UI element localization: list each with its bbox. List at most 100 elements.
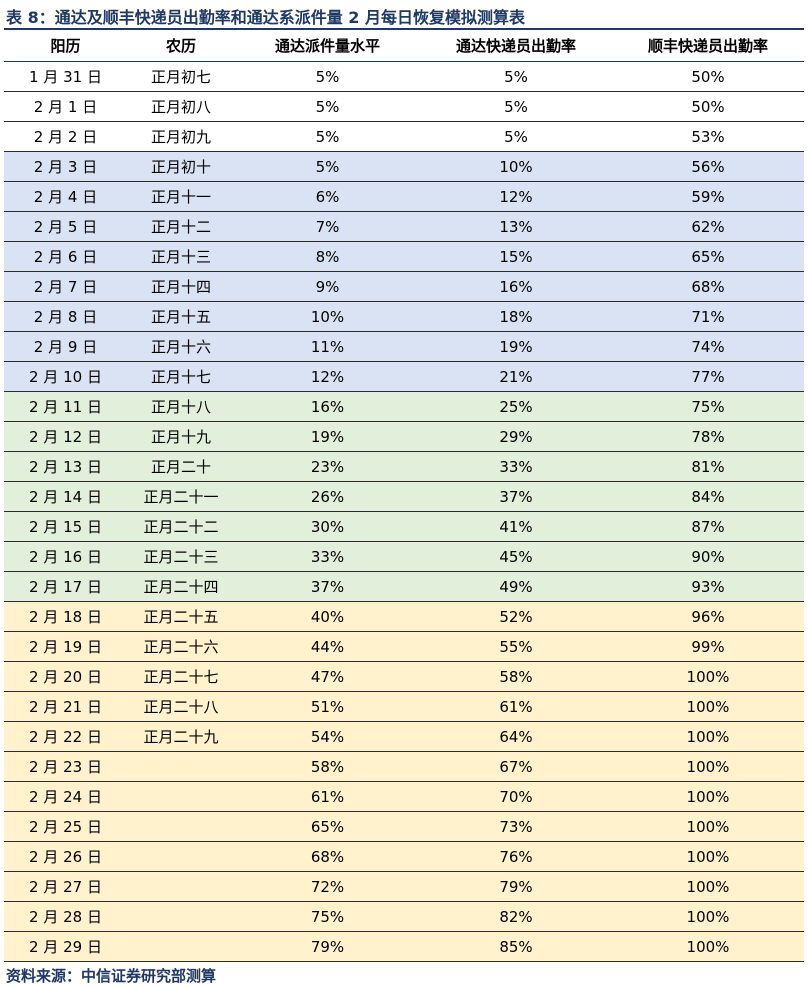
cell-lunar-date: 正月十二 (127, 211, 235, 242)
cell-solar-date: 2 月 4 日 (4, 181, 127, 212)
cell-sf-attendance: 56% (612, 151, 804, 182)
cell-lunar-date: 正月二十 (127, 451, 235, 482)
table-title: 表 8：通达及顺丰快递员出勤率和通达系派件量 2 月每日恢复模拟测算表 (6, 8, 525, 27)
cell-lunar-date: 正月二十三 (127, 541, 235, 572)
cell-lunar-date: 正月二十四 (127, 571, 235, 602)
cell-sf-attendance: 71% (612, 301, 804, 332)
table-row: 2 月 1 日正月初八 5% 5% 50% (4, 91, 804, 122)
cell-tongda-attendance: 64% (420, 721, 612, 752)
cell-tongda-attendance: 45% (420, 541, 612, 572)
cell-solar-date: 2 月 5 日 (4, 211, 127, 242)
cell-lunar-date (127, 781, 235, 812)
cell-solar-date: 2 月 1 日 (4, 91, 127, 122)
cell-tongda-attendance: 49% (420, 571, 612, 602)
cell-tongda-attendance: 37% (420, 481, 612, 512)
table-row: 2 月 29 日 79% 85% 100% (4, 931, 804, 962)
cell-lunar-date: 正月二十八 (127, 691, 235, 722)
cell-sf-attendance: 87% (612, 511, 804, 542)
cell-tongda-volume: 7% (235, 211, 420, 242)
cell-tongda-attendance: 12% (420, 181, 612, 212)
table-row: 2 月 16 日正月二十三 33% 45% 90% (4, 541, 804, 572)
cell-tongda-volume: 54% (235, 721, 420, 752)
cell-tongda-attendance: 10% (420, 151, 612, 182)
cell-solar-date: 2 月 12 日 (4, 421, 127, 452)
cell-lunar-date: 正月十八 (127, 391, 235, 422)
source-note: 资料来源：中信证券研究部测算 (6, 967, 217, 985)
cell-tongda-attendance: 5% (420, 91, 612, 122)
cell-solar-date: 2 月 19 日 (4, 631, 127, 662)
cell-solar-date: 2 月 26 日 (4, 841, 127, 872)
cell-solar-date: 2 月 11 日 (4, 391, 127, 422)
cell-lunar-date: 正月十四 (127, 271, 235, 302)
cell-sf-attendance: 100% (612, 691, 804, 722)
table-row: 2 月 24 日 61% 70% 100% (4, 781, 804, 812)
table-row: 2 月 25 日 65% 73% 100% (4, 811, 804, 842)
cell-sf-attendance: 100% (612, 811, 804, 842)
cell-solar-date: 2 月 22 日 (4, 721, 127, 752)
cell-solar-date: 2 月 17 日 (4, 571, 127, 602)
cell-solar-date: 2 月 25 日 (4, 811, 127, 842)
cell-tongda-attendance: 29% (420, 421, 612, 452)
cell-solar-date: 2 月 14 日 (4, 481, 127, 512)
cell-tongda-attendance: 70% (420, 781, 612, 812)
cell-sf-attendance: 84% (612, 481, 804, 512)
cell-sf-attendance: 50% (612, 91, 804, 122)
cell-sf-attendance: 100% (612, 721, 804, 752)
cell-solar-date: 2 月 6 日 (4, 241, 127, 272)
cell-lunar-date: 正月十三 (127, 241, 235, 272)
cell-tongda-attendance: 67% (420, 751, 612, 782)
cell-lunar-date (127, 841, 235, 872)
cell-sf-attendance: 100% (612, 781, 804, 812)
cell-tongda-volume: 19% (235, 421, 420, 452)
cell-lunar-date: 正月十七 (127, 361, 235, 392)
cell-lunar-date: 正月十一 (127, 181, 235, 212)
table-body: 1 月 31 日正月初七 5% 5% 50% 2 月 1 日正月初八 5% 5% 50% 2 月… (4, 61, 804, 962)
cell-tongda-attendance: 41% (420, 511, 612, 542)
cell-tongda-attendance: 61% (420, 691, 612, 722)
cell-tongda-attendance: 13% (420, 211, 612, 242)
table-row: 2 月 6 日正月十三 8% 15% 65% (4, 241, 804, 272)
table-row: 2 月 20 日正月二十七 47% 58% 100% (4, 661, 804, 692)
table-row: 2 月 15 日正月二十二 30% 41% 87% (4, 511, 804, 542)
cell-tongda-volume: 5% (235, 91, 420, 122)
cell-solar-date: 2 月 8 日 (4, 301, 127, 332)
cell-solar-date: 2 月 23 日 (4, 751, 127, 782)
header-sf-attendance: 顺丰快递员出勤率 (612, 30, 804, 62)
cell-sf-attendance: 99% (612, 631, 804, 662)
cell-tongda-attendance: 33% (420, 451, 612, 482)
cell-tongda-volume: 44% (235, 631, 420, 662)
cell-solar-date: 2 月 3 日 (4, 151, 127, 182)
cell-sf-attendance: 100% (612, 901, 804, 932)
cell-solar-date: 2 月 21 日 (4, 691, 127, 722)
cell-solar-date: 2 月 7 日 (4, 271, 127, 302)
cell-tongda-volume: 40% (235, 601, 420, 632)
cell-sf-attendance: 93% (612, 571, 804, 602)
table-row: 2 月 11 日正月十八 16% 25% 75% (4, 391, 804, 422)
table-row: 2 月 8 日正月十五 10% 18% 71% (4, 301, 804, 332)
cell-sf-attendance: 100% (612, 751, 804, 782)
cell-lunar-date (127, 931, 235, 962)
recovery-estimate-table: 阳历 农历 通达派件量水平 通达快递员出勤率 顺丰快递员出勤率 1 月 31 日… (4, 30, 804, 962)
cell-tongda-attendance: 5% (420, 121, 612, 152)
cell-tongda-volume: 51% (235, 691, 420, 722)
cell-tongda-volume: 72% (235, 871, 420, 902)
cell-lunar-date: 正月二十九 (127, 721, 235, 752)
cell-sf-attendance: 50% (612, 61, 804, 92)
cell-lunar-date: 正月初九 (127, 121, 235, 152)
cell-solar-date: 2 月 24 日 (4, 781, 127, 812)
cell-lunar-date: 正月十五 (127, 301, 235, 332)
table-row: 2 月 10 日正月十七 12% 21% 77% (4, 361, 804, 392)
cell-solar-date: 2 月 10 日 (4, 361, 127, 392)
table-title-bar: 表 8：通达及顺丰快递员出勤率和通达系派件量 2 月每日恢复模拟测算表 (4, 0, 804, 30)
cell-sf-attendance: 62% (612, 211, 804, 242)
table-row: 2 月 26 日 68% 76% 100% (4, 841, 804, 872)
cell-tongda-attendance: 58% (420, 661, 612, 692)
cell-lunar-date (127, 751, 235, 782)
table-row: 2 月 13 日正月二十 23% 33% 81% (4, 451, 804, 482)
table-row: 2 月 19 日正月二十六 44% 55% 99% (4, 631, 804, 662)
cell-lunar-date (127, 811, 235, 842)
cell-tongda-volume: 11% (235, 331, 420, 362)
table-row: 2 月 14 日正月二十一 26% 37% 84% (4, 481, 804, 512)
table-row: 2 月 3 日正月初十 5% 10% 56% (4, 151, 804, 182)
cell-tongda-volume: 5% (235, 61, 420, 92)
